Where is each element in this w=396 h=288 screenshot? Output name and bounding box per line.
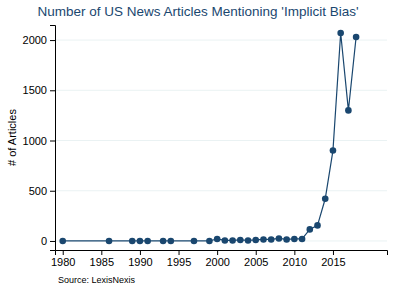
x-tick-label: 2005: [244, 256, 268, 268]
point: [129, 238, 136, 245]
point: [252, 237, 259, 244]
y-tick: 2000: [23, 34, 55, 46]
grid: [55, 40, 387, 241]
y-tick-label: 1000: [23, 135, 47, 147]
title: Number of US News Articles Mentioning 'I…: [37, 4, 358, 19]
series-line: [63, 33, 356, 241]
point: [222, 237, 229, 244]
point: [214, 236, 221, 243]
y-tick: 0: [41, 235, 55, 247]
y-tick: 1500: [23, 84, 55, 96]
background: [0, 0, 396, 288]
point: [314, 222, 321, 229]
x-tick: 2005: [244, 250, 268, 268]
x-axis: 1980 1985 1990 1995 2000 2005 2010 2015: [51, 250, 388, 268]
point: [337, 30, 344, 37]
x-tick: 1980: [51, 250, 75, 268]
x-tick-mark: [294, 250, 295, 255]
y-tick-label: 500: [29, 185, 47, 197]
point: [137, 238, 144, 245]
x-tick-label: 2000: [205, 256, 229, 268]
point: [276, 235, 283, 242]
y-tick: 1000: [23, 135, 55, 147]
x-tick-mark: [101, 250, 102, 255]
y-tick-label: 0: [41, 235, 47, 247]
x-tick-label: 2015: [321, 256, 345, 268]
x-tick: 2010: [283, 250, 307, 268]
x-tick-mark: [140, 250, 141, 255]
y-axis-line: [50, 26, 56, 251]
y-tick-label: 2000: [23, 34, 47, 46]
x-tick-mark: [256, 250, 257, 255]
point: [345, 107, 352, 114]
point: [299, 236, 306, 243]
x-tick: 1990: [128, 250, 152, 268]
source-note: Source: LexisNexis: [58, 275, 136, 285]
point: [260, 236, 267, 243]
point: [291, 236, 298, 243]
point: [237, 237, 244, 244]
point: [206, 238, 213, 245]
point: [268, 236, 275, 243]
point: [191, 238, 198, 245]
point: [106, 238, 113, 245]
point: [353, 34, 360, 41]
y-tick-mark: [50, 241, 55, 242]
y-axis: 0 500 1000 1500 2000: [23, 26, 56, 251]
y-tick-mark: [50, 191, 55, 192]
grid-line: [55, 40, 387, 41]
y-tick-mark: [50, 90, 55, 91]
x-axis-line: [56, 251, 388, 256]
x-tick: 1985: [90, 250, 114, 268]
point: [144, 238, 151, 245]
y-tick: 500: [29, 185, 55, 197]
x-tick: 1995: [167, 250, 191, 268]
point: [229, 237, 236, 244]
point: [168, 238, 175, 245]
y-tick-label: 1500: [23, 84, 47, 96]
y-axis-title: # of Articles: [6, 109, 18, 166]
y-tick-mark: [50, 40, 55, 41]
grid-line: [55, 140, 387, 141]
x-tick: 2015: [321, 250, 345, 268]
x-tick-label: 2010: [283, 256, 307, 268]
point: [306, 226, 313, 233]
x-tick-mark: [333, 250, 334, 255]
x-tick-mark: [179, 250, 180, 255]
y-tick-mark: [50, 141, 55, 142]
x-tick-label: 1980: [51, 256, 75, 268]
point: [283, 236, 290, 243]
point: [330, 147, 337, 154]
point: [322, 195, 329, 202]
x-tick: 2000: [205, 250, 229, 268]
point: [245, 237, 252, 244]
plot-area: [59, 30, 359, 245]
x-tick-label: 1985: [90, 256, 114, 268]
x-tick-mark: [217, 250, 218, 255]
x-tick-label: 1995: [167, 256, 191, 268]
grid-line: [55, 190, 387, 191]
point: [160, 238, 167, 245]
point: [59, 238, 66, 245]
chart: 1980 1985 1990 1995 2000 2005 2010 2015 0 500 1000…: [0, 0, 396, 288]
x-tick-label: 1990: [128, 256, 152, 268]
x-tick-mark: [63, 250, 64, 255]
